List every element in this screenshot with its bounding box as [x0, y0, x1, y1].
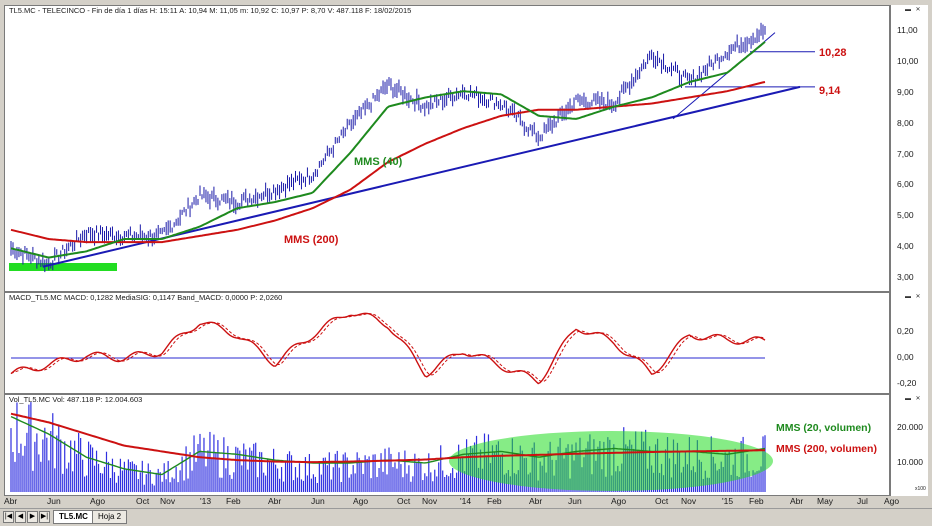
- macd-panel: MACD_TL5.MC MACD: 0,1282 MediaSIG: 0,114…: [4, 292, 890, 394]
- scale-note: x100: [915, 486, 926, 492]
- x-tick-label: Nov: [422, 496, 438, 506]
- vol-mms200-line: [10, 412, 766, 464]
- minimize-icon[interactable]: ▬: [905, 294, 911, 300]
- price-y-axis: ▬ ✕ 11,00 10,00 9,00 8,00 7,00 6,00 5,00 …: [890, 5, 928, 292]
- y-tick: 8,00: [897, 118, 914, 128]
- y-tick: 4,00: [897, 241, 914, 251]
- vol-mms200-label: MMS (200, volumen): [776, 443, 877, 455]
- next-sheet-icon[interactable]: ▶: [27, 511, 38, 523]
- price-header: TL5.MC - TELECINCO - Fin de día 1 días H…: [9, 6, 412, 15]
- x-tick-label: '15: [722, 496, 734, 506]
- x-tick-label: Abr: [529, 496, 543, 506]
- x-tick-label: Jun: [568, 496, 582, 506]
- y-tick: 0,00: [897, 352, 914, 362]
- y-tick: 6,00: [897, 179, 914, 189]
- x-tick-label: Abr: [4, 496, 18, 506]
- x-tick-label: Ago: [884, 496, 900, 506]
- x-tick-label: Feb: [749, 496, 764, 506]
- sheet-tab-bar: |◀ ◀ ▶ ▶| TL5.MC Hoja 2: [0, 508, 932, 526]
- prev-sheet-icon[interactable]: ◀: [15, 511, 26, 523]
- x-tick-label: Feb: [487, 496, 502, 506]
- minimize-icon[interactable]: ▬: [905, 396, 911, 402]
- mms40-label: MMS (40): [354, 156, 403, 168]
- x-tick-label: Ago: [90, 496, 106, 506]
- x-tick-label: Oct: [136, 496, 150, 506]
- first-sheet-icon[interactable]: |◀: [3, 511, 14, 523]
- tab-hoja2[interactable]: Hoja 2: [92, 510, 128, 524]
- last-sheet-icon[interactable]: ▶|: [39, 511, 50, 523]
- level-trend-label: 9,14: [819, 85, 841, 97]
- y-tick: 10,00: [897, 56, 919, 66]
- x-tick-label: Jun: [311, 496, 325, 506]
- close-icon[interactable]: ✕: [915, 396, 921, 402]
- y-tick: 10.000: [897, 457, 923, 467]
- vol-mms20-label: MMS (20, volumen): [776, 422, 872, 434]
- minimize-icon[interactable]: ▬: [905, 7, 911, 13]
- macd-line: [10, 312, 766, 385]
- level-high-label: 10,28: [819, 47, 847, 59]
- y-tick: 3,00: [897, 272, 914, 282]
- tab-tl5mc[interactable]: TL5.MC: [53, 510, 94, 524]
- price-panel-controls[interactable]: ▬ ✕: [904, 7, 922, 13]
- volume-highlight-zone: [449, 431, 773, 491]
- x-tick-label: Jun: [47, 496, 61, 506]
- price-bars: [10, 22, 766, 273]
- y-tick: 11,00: [897, 25, 918, 35]
- close-icon[interactable]: ✕: [915, 294, 921, 300]
- y-tick: 20.000: [897, 422, 923, 432]
- volume-chart[interactable]: [5, 395, 889, 495]
- mms40-line: [10, 41, 766, 259]
- x-tick-label: Feb: [226, 496, 241, 506]
- close-icon[interactable]: ✕: [915, 7, 921, 13]
- y-tick: 7,00: [897, 149, 914, 159]
- macd-y-axis: ▬ ✕ 0,20 0,00 -0,20: [890, 292, 928, 394]
- x-tick-label: Nov: [681, 496, 697, 506]
- volume-panel-controls[interactable]: ▬ ✕: [904, 396, 922, 402]
- x-tick-label: Abr: [790, 496, 804, 506]
- x-tick-label: Ago: [611, 496, 627, 506]
- mms200-label: MMS (200): [284, 234, 339, 246]
- x-axis: Abr Jun Ago Oct Nov '13 Feb Abr Jun Ago Oct Nov '14 F…: [0, 496, 932, 508]
- x-tick-label: '14: [460, 496, 472, 506]
- y-tick: 9,00: [897, 87, 914, 97]
- x-tick-label: '13: [200, 496, 212, 506]
- macd-panel-controls[interactable]: ▬ ✕: [904, 294, 922, 300]
- volume-header: Vol_TL5.MC Vol: 487.118 P: 12.004.603: [9, 395, 143, 404]
- x-tick-label: Abr: [268, 496, 282, 506]
- price-chart[interactable]: [5, 6, 889, 291]
- x-tick-label: Ago: [353, 496, 369, 506]
- x-tick-label: Nov: [160, 496, 176, 506]
- macd-chart[interactable]: [5, 293, 889, 393]
- y-tick: -0,20: [897, 378, 917, 388]
- y-tick: 0,20: [897, 326, 914, 336]
- volume-panel: Vol_TL5.MC Vol: 487.118 P: 12.004.603 MM…: [4, 394, 890, 496]
- volume-y-axis: ▬ ✕ 20.000 10.000 x100: [890, 394, 928, 496]
- x-tick-label: Jul: [857, 496, 868, 506]
- x-tick-label: Oct: [397, 496, 411, 506]
- macd-signal-line: [10, 313, 766, 383]
- x-tick-label: May: [817, 496, 834, 506]
- price-panel: TL5.MC - TELECINCO - Fin de día 1 días H…: [4, 5, 890, 292]
- support-zone: [9, 263, 117, 271]
- y-tick: 5,00: [897, 210, 914, 220]
- mms200-line: [10, 81, 766, 244]
- x-tick-label: Oct: [655, 496, 669, 506]
- macd-header: MACD_TL5.MC MACD: 0,1282 MediaSIG: 0,114…: [9, 293, 283, 302]
